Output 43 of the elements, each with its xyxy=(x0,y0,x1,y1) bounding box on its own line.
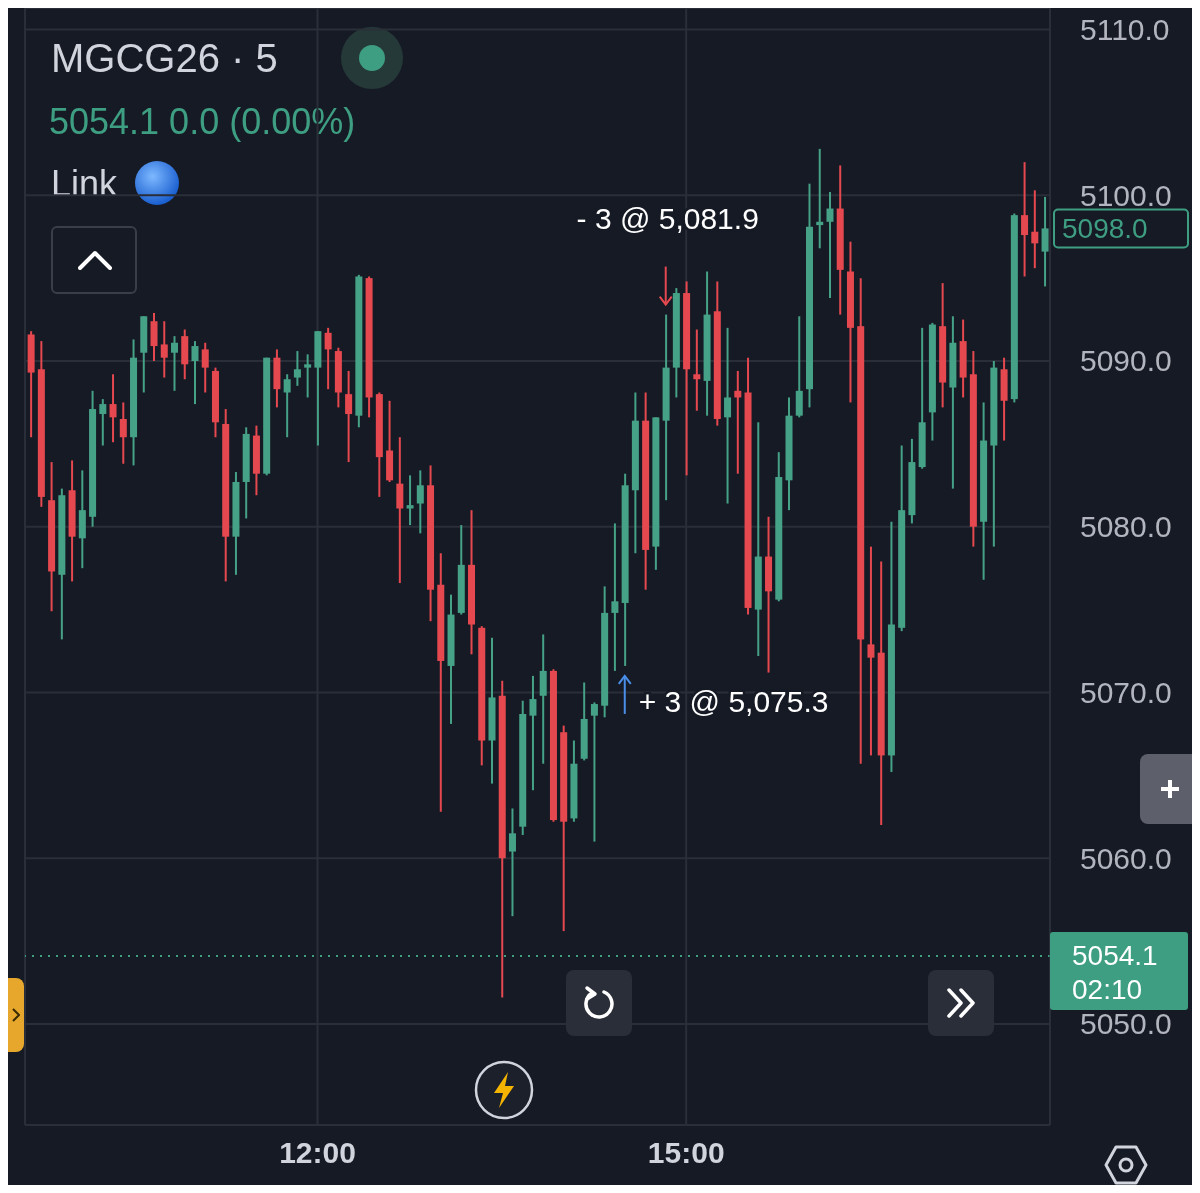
y-tick-label: 5110.0 xyxy=(1080,13,1170,47)
y-tick-label: 5080.0 xyxy=(1080,510,1172,544)
text: MGCG26 · 5 xyxy=(51,36,278,81)
candlestick xyxy=(416,469,424,535)
text: 5054.1 0.0 (0.00%) xyxy=(49,101,356,143)
annotation: 5098.0 xyxy=(1062,212,1148,244)
x-tick-label: 12:00 xyxy=(279,1136,356,1169)
y-tick-label: 5070.0 xyxy=(1080,675,1172,709)
candlestick xyxy=(590,701,598,843)
annotation: + 3 @ 5,075.3 xyxy=(638,685,829,719)
candlestick xyxy=(345,369,353,464)
candlestick xyxy=(529,674,537,792)
candlestick xyxy=(816,147,824,250)
y-tick-label: 5090.0 xyxy=(1080,344,1172,378)
candlestick xyxy=(293,350,301,387)
candlestick xyxy=(99,398,107,447)
candlestick xyxy=(1021,161,1029,278)
y-tick-label: 5100.0 xyxy=(1080,178,1172,212)
candlestick xyxy=(304,353,312,399)
candlestick xyxy=(406,474,414,527)
y-tick-label: 5060.0 xyxy=(1080,841,1172,875)
candlestick xyxy=(191,340,199,406)
candlestick xyxy=(693,328,701,412)
text: 02:10 xyxy=(1072,974,1143,1006)
candlestick xyxy=(324,326,332,391)
annotation: - 3 @ 5,081.9 xyxy=(576,202,759,236)
candlestick xyxy=(201,341,209,394)
candlestick xyxy=(1031,189,1039,270)
candlestick xyxy=(160,320,168,379)
candlestick xyxy=(867,545,875,757)
candlestick xyxy=(283,373,291,439)
candlestick xyxy=(826,190,834,300)
candlestick xyxy=(171,335,178,392)
candlestick xyxy=(109,373,117,444)
candlestick xyxy=(119,401,127,465)
candlestick xyxy=(1041,195,1049,288)
candlestick xyxy=(508,807,516,918)
candlestick xyxy=(611,522,619,672)
y-tick-label: 5050.0 xyxy=(1080,1007,1172,1041)
ref-line-label: 5054.1 xyxy=(1072,940,1158,972)
x-tick-label: 15:00 xyxy=(647,1136,725,1169)
candlestick xyxy=(724,326,732,505)
candlestick xyxy=(734,369,742,475)
